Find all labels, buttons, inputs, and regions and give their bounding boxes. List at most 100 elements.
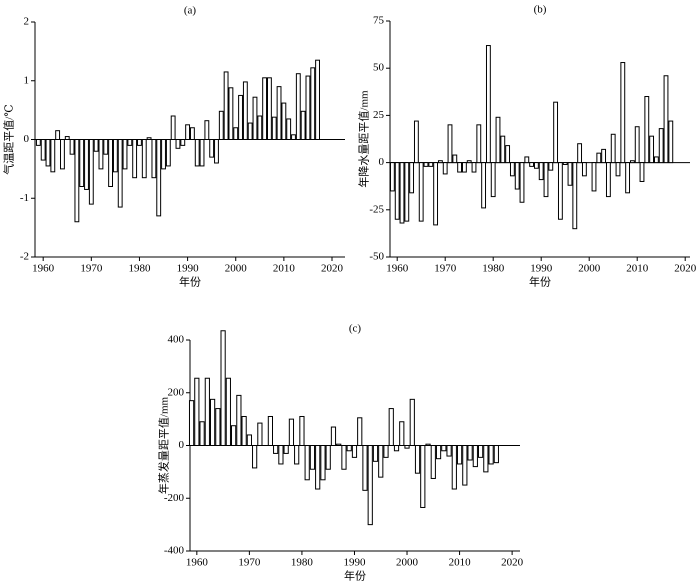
bar	[601, 148, 607, 164]
bar	[283, 445, 289, 454]
bar	[170, 115, 176, 140]
bar	[447, 124, 453, 164]
x-tick-label: 2020	[674, 263, 697, 275]
bar	[220, 330, 226, 446]
bar	[394, 162, 400, 220]
y-tick-label: -1	[20, 192, 29, 204]
bar	[383, 445, 389, 458]
bar	[246, 434, 252, 447]
bar	[98, 139, 104, 170]
bar	[577, 143, 583, 164]
y-tick-label: 200	[168, 386, 185, 398]
bar	[425, 443, 431, 446]
bar	[108, 139, 114, 187]
bar	[658, 128, 664, 164]
x-tick-label: 1970	[80, 263, 103, 275]
bar	[591, 162, 597, 192]
bar	[414, 445, 421, 474]
bar	[467, 445, 473, 461]
x-tick-label: 2010	[449, 557, 472, 569]
bar	[165, 139, 171, 167]
bar	[462, 445, 468, 486]
x-axis-label: 年份	[344, 569, 366, 583]
x-tick-label: 1960	[386, 263, 409, 275]
bar	[495, 116, 501, 164]
bar	[553, 101, 559, 164]
bar	[524, 156, 530, 164]
x-tick-label: 1990	[177, 263, 200, 275]
bar	[295, 73, 301, 140]
bar	[238, 94, 243, 140]
x-tick-label: 1960	[32, 263, 55, 275]
bar	[267, 77, 272, 140]
x-tick-label: 2000	[578, 263, 601, 275]
bar	[225, 377, 231, 446]
bar	[435, 445, 442, 460]
x-tick-label: 1960	[186, 557, 209, 569]
bar	[215, 408, 221, 447]
bar	[336, 443, 342, 446]
bar	[315, 445, 321, 490]
bar	[529, 162, 535, 167]
bar	[430, 445, 436, 479]
bar	[472, 445, 478, 468]
bar	[257, 422, 263, 446]
bar	[388, 408, 394, 447]
bar	[409, 398, 415, 446]
bar	[257, 115, 263, 140]
bar	[629, 160, 635, 164]
bar	[357, 417, 363, 446]
bar	[50, 139, 56, 173]
bar	[413, 120, 419, 164]
bar	[567, 162, 573, 186]
bar	[476, 124, 482, 164]
bar	[634, 126, 640, 164]
bar	[457, 162, 463, 173]
x-tick-label: 2010	[626, 263, 649, 275]
bar	[228, 87, 234, 141]
bar	[141, 139, 147, 179]
bar	[60, 139, 65, 170]
bar	[194, 139, 200, 167]
bar	[649, 135, 655, 164]
bar	[273, 445, 279, 454]
y-tick-label: -25	[369, 203, 384, 215]
bar	[543, 162, 549, 198]
bar	[204, 120, 210, 140]
bar	[69, 139, 75, 155]
bar	[446, 445, 452, 457]
bar	[620, 62, 626, 164]
bar	[146, 137, 152, 141]
bar	[294, 445, 300, 465]
bar	[189, 127, 195, 140]
x-tick-label: 1990	[530, 263, 553, 275]
bar	[291, 134, 296, 141]
bar	[310, 67, 316, 140]
bar	[639, 162, 645, 182]
bar	[223, 71, 229, 140]
bar	[610, 133, 616, 164]
bar	[233, 127, 239, 140]
bar	[156, 139, 162, 217]
bar	[389, 162, 395, 192]
bar	[346, 445, 352, 452]
bar	[466, 160, 472, 164]
y-tick-label: -50	[369, 251, 384, 263]
bar	[209, 398, 216, 446]
y-axis-label: 年降水量距平值/mm	[357, 90, 371, 188]
bar	[441, 445, 447, 452]
bar	[644, 96, 650, 164]
bar	[483, 445, 489, 473]
bar	[188, 400, 195, 447]
bar	[276, 86, 282, 140]
x-tick-label: 1980	[291, 557, 314, 569]
x-axis-label: 年份	[529, 275, 551, 289]
y-tick-label: -2	[20, 251, 29, 263]
bar	[330, 426, 337, 447]
y-tick-label: 400	[168, 334, 185, 346]
y-tick-label: 1	[24, 74, 30, 86]
bar	[309, 445, 316, 470]
bar	[433, 162, 439, 226]
x-axis-label: 年份	[179, 275, 201, 289]
